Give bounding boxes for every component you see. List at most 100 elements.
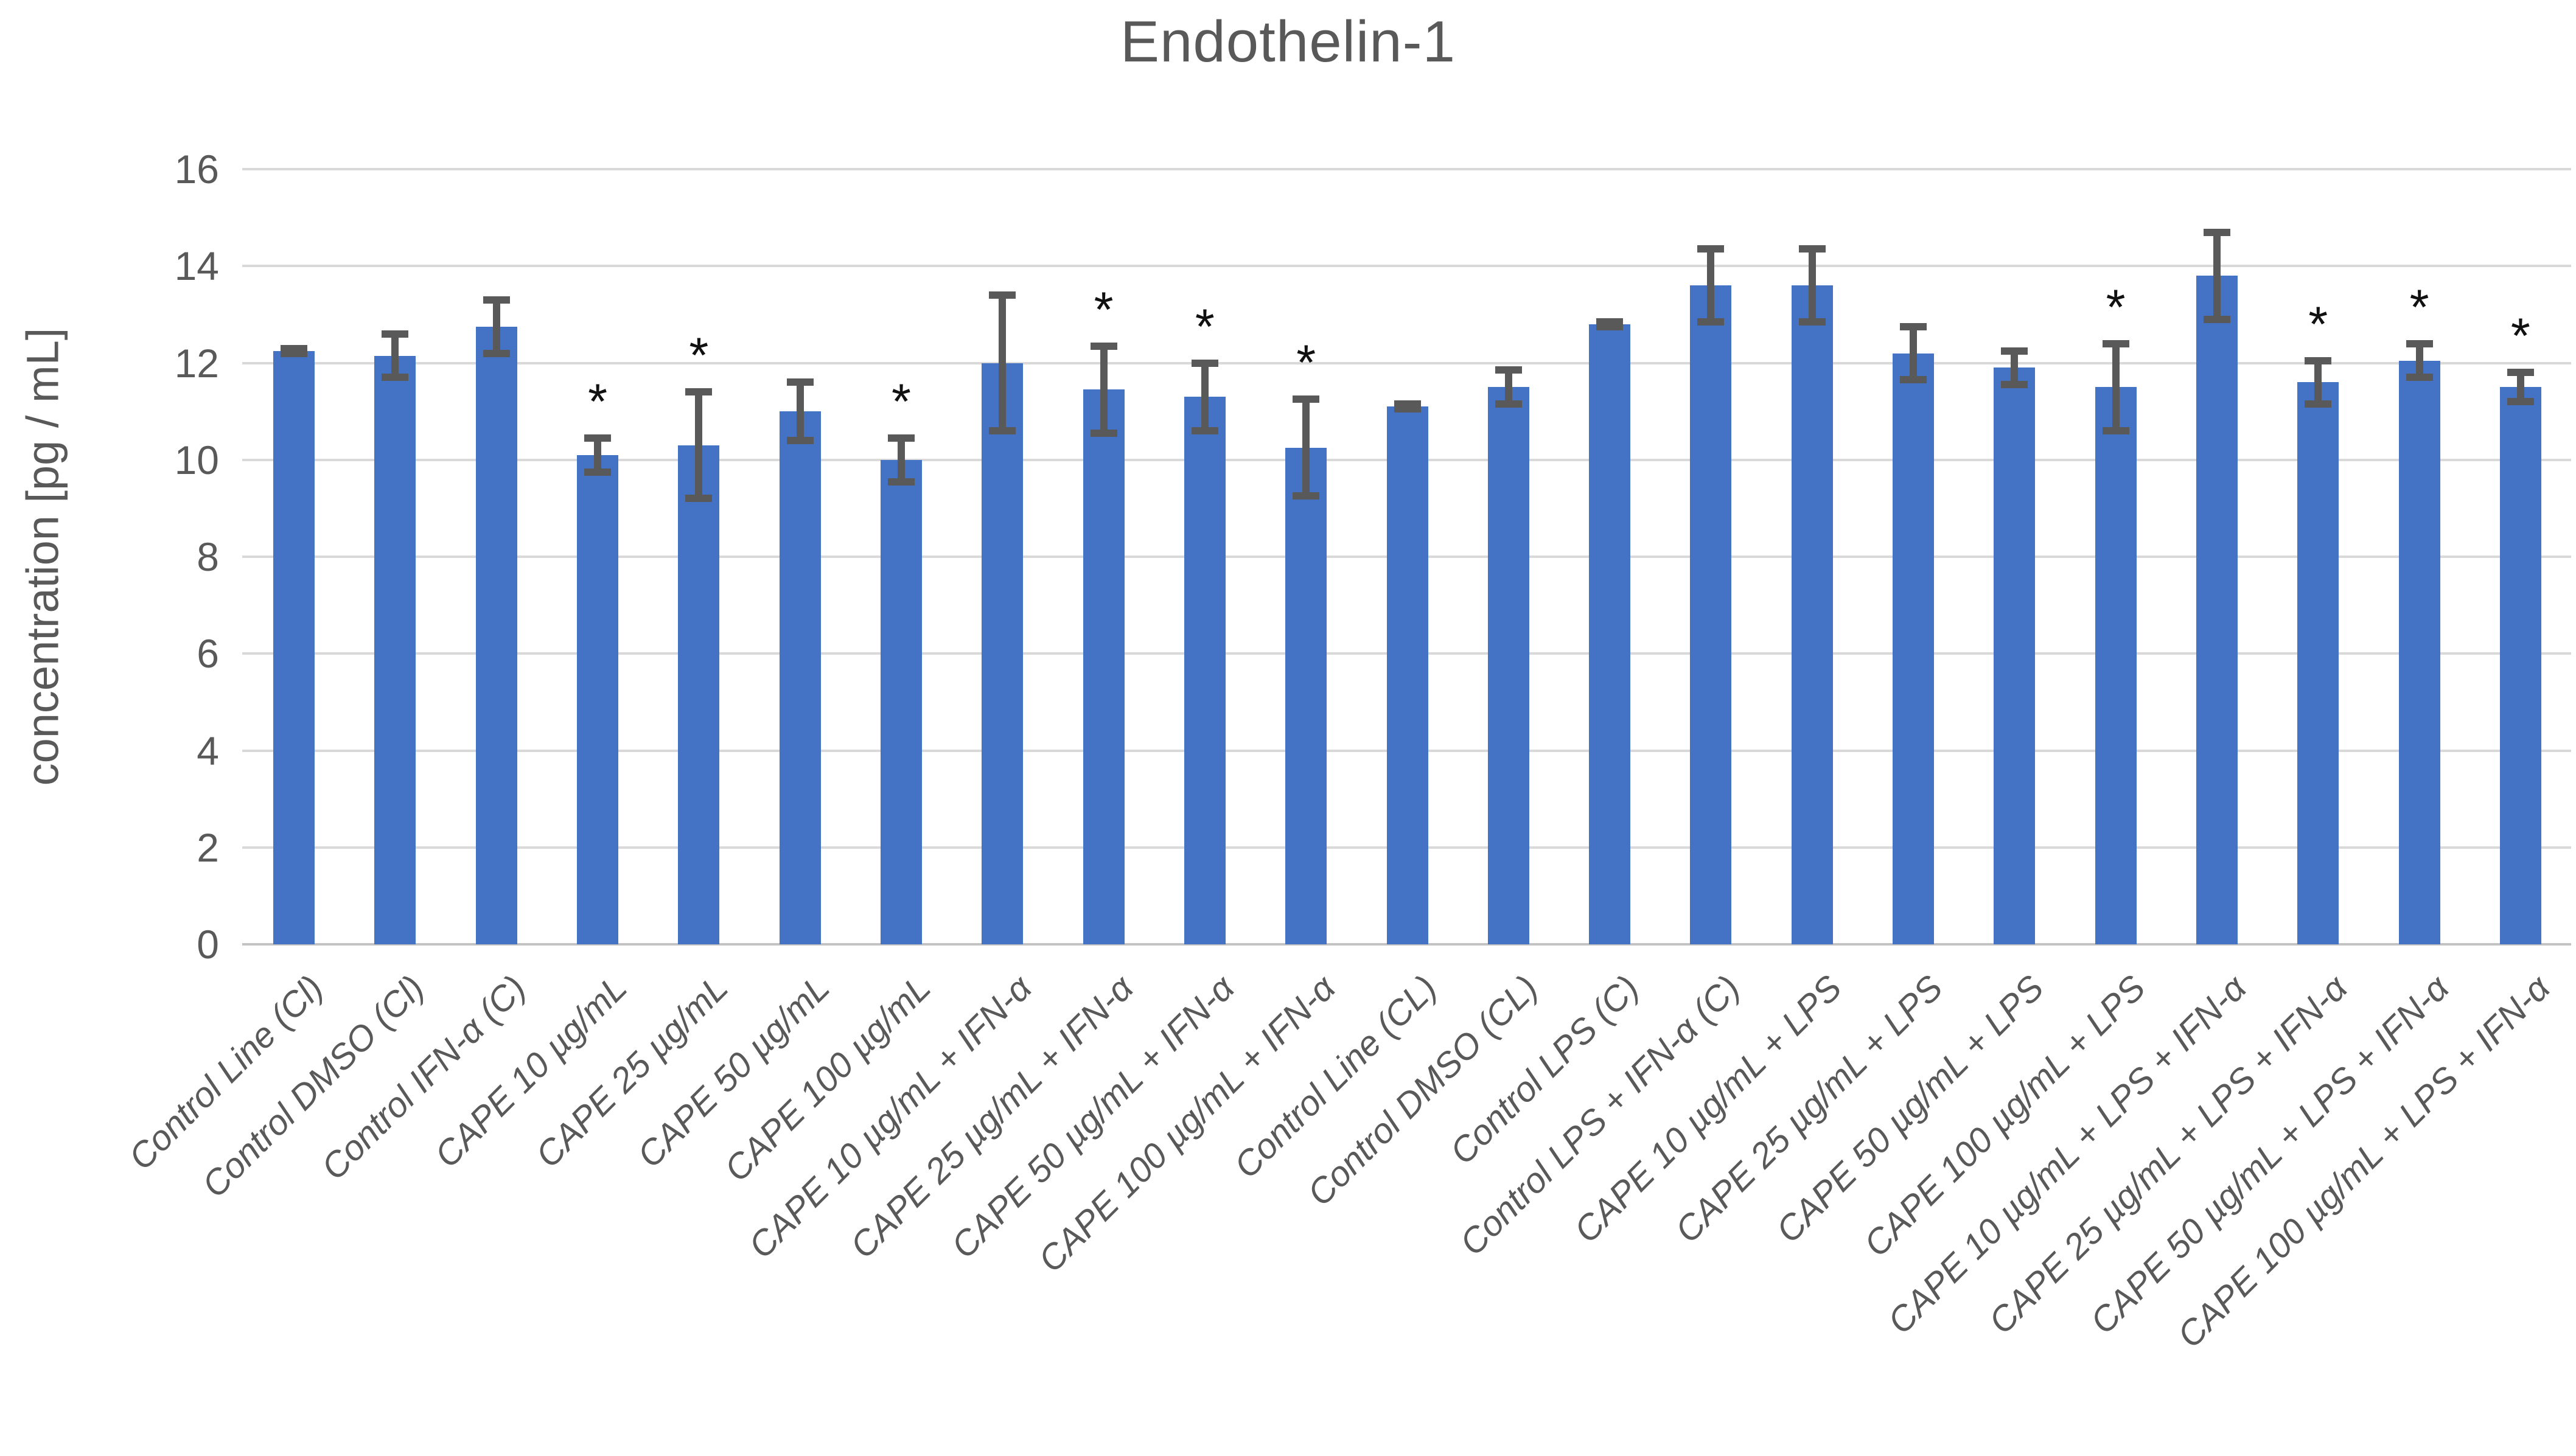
gridline (242, 361, 2571, 364)
bar (1994, 367, 2036, 944)
significance-asterisk: * (2409, 279, 2429, 335)
error-bar-cap-bottom (2305, 400, 2332, 408)
error-bar-cap-top (2507, 369, 2534, 377)
error-bar-cap-bottom (2507, 398, 2534, 406)
y-tick-label: 0 (197, 922, 219, 967)
gridline (242, 168, 2571, 170)
error-bar-cap-bottom (786, 436, 814, 444)
y-tick-label: 10 (174, 437, 219, 482)
bar (678, 445, 720, 944)
significance-asterisk: * (1195, 299, 1215, 355)
y-tick-label: 14 (174, 243, 219, 289)
error-bar-cap-top (2406, 340, 2433, 347)
error-bar-cap-bottom (2102, 427, 2129, 434)
error-bar-cap-top (2102, 340, 2129, 347)
error-bar-cap-bottom (1596, 322, 1624, 330)
error-bar-cap-bottom (887, 478, 915, 486)
error-bar-cap-bottom (1900, 376, 1927, 384)
error-bar-cap-bottom (1191, 427, 1218, 434)
error-bar-cap-top (1191, 359, 1218, 367)
error-bar-cap-top (1798, 245, 1826, 253)
error-bar-line (796, 382, 804, 441)
error-bar-line (2314, 360, 2322, 405)
bar (577, 455, 619, 944)
bar (1690, 285, 1732, 944)
error-bar-cap-top (382, 330, 409, 338)
error-bar-line (1808, 249, 1816, 322)
significance-asterisk: * (588, 374, 608, 430)
bar (1487, 387, 1529, 944)
error-bar-cap-bottom (1697, 318, 1725, 326)
error-bar-cap-bottom (1394, 405, 1421, 413)
y-tick-label: 12 (174, 340, 219, 386)
bar (1893, 353, 1935, 944)
error-bar-line (2112, 343, 2120, 431)
significance-asterisk: * (1094, 282, 1114, 338)
error-bar-cap-bottom (382, 374, 409, 381)
y-tick-label: 6 (197, 631, 219, 677)
x-axis-label-text: CAPE 10 µg/mL + LPS + IFN-α (1880, 967, 2254, 1342)
error-bar-line (2213, 232, 2221, 319)
y-tick-label: 4 (197, 728, 219, 773)
y-tick-label: 8 (197, 534, 219, 579)
error-bar-cap-top (1697, 245, 1725, 253)
error-bar-line (594, 437, 602, 472)
bar (1184, 397, 1226, 944)
error-bar-cap-top (1495, 366, 1522, 374)
error-bar-cap-bottom (281, 349, 308, 357)
error-bar-cap-top (887, 434, 915, 442)
error-bar-cap-bottom (1495, 400, 1522, 408)
error-bar-line (391, 333, 399, 378)
error-bar-cap-bottom (584, 468, 612, 476)
error-bar-cap-top (989, 291, 1016, 299)
error-bar-cap-bottom (1798, 318, 1826, 326)
significance-asterisk: * (689, 328, 709, 384)
error-bar-cap-top (1900, 322, 1927, 330)
bar (880, 459, 922, 944)
bar (1791, 285, 1833, 944)
chart-title: Endothelin-1 (1120, 9, 1456, 74)
error-bar-cap-bottom (2001, 381, 2028, 389)
error-bar-line (492, 299, 500, 354)
significance-asterisk: * (892, 374, 911, 430)
bar (1083, 389, 1125, 944)
error-bar-cap-top (2305, 357, 2332, 364)
error-bar-line (2415, 343, 2423, 378)
significance-asterisk: * (1296, 335, 1316, 391)
bar (982, 363, 1024, 944)
bar (273, 350, 315, 944)
error-bar-line (1201, 363, 1209, 431)
y-tick-label: 2 (197, 824, 219, 870)
error-bar-line (1302, 399, 1310, 496)
bar (2095, 387, 2137, 944)
error-bar-cap-top (2203, 228, 2230, 236)
significance-asterisk: * (2308, 296, 2328, 352)
x-axis-line (242, 943, 2571, 946)
y-axis-title: concentration [pg / mL] (17, 327, 68, 786)
bar (2297, 382, 2339, 944)
error-bar-line (1100, 346, 1108, 433)
bar (1589, 324, 1631, 944)
bar (374, 355, 416, 944)
error-bar-line (2011, 350, 2019, 385)
error-bar-line (1910, 326, 1918, 380)
error-bar-cap-top (483, 296, 510, 304)
error-bar-cap-top (786, 378, 814, 386)
bar (2499, 387, 2541, 944)
y-tick-label: 16 (174, 147, 219, 192)
error-bar-line (2516, 372, 2524, 402)
bar (2398, 360, 2440, 944)
error-bar-cap-bottom (483, 349, 510, 357)
bar (2196, 276, 2238, 944)
gridline (242, 265, 2571, 268)
error-bar-line (999, 295, 1007, 431)
error-bar-cap-bottom (1293, 492, 1320, 500)
error-bar-cap-bottom (2406, 374, 2433, 381)
x-axis-label-text: CAPE 100 µg/mL + LPS + IFN-α (2169, 967, 2558, 1356)
error-bar-cap-bottom (685, 495, 713, 503)
error-bar-line (1707, 249, 1715, 322)
bar (1386, 406, 1428, 944)
error-bar-cap-top (584, 434, 612, 442)
error-bar-cap-bottom (1090, 429, 1117, 437)
